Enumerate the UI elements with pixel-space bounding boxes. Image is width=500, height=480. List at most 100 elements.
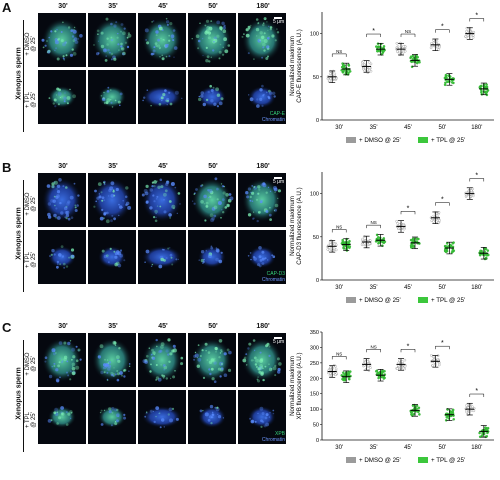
speckle <box>264 416 268 420</box>
significance-label: NS <box>370 344 376 349</box>
speckle <box>60 411 63 414</box>
speckle <box>75 345 78 348</box>
data-point <box>402 227 406 231</box>
speckle <box>261 35 265 39</box>
speckle <box>103 371 106 374</box>
legend-label-tpl: + TPL @ 25' <box>431 137 465 144</box>
speckle <box>205 98 209 102</box>
data-point <box>432 355 436 359</box>
speckle <box>103 181 105 184</box>
speckle <box>113 189 115 191</box>
speckle <box>70 216 74 219</box>
speckle <box>73 37 78 41</box>
significance-bracket <box>400 211 416 215</box>
speckle <box>195 34 200 38</box>
speckle <box>76 204 79 207</box>
significance-label: NS <box>336 49 342 54</box>
data-point <box>368 61 371 64</box>
speckle <box>71 362 76 367</box>
speckle <box>123 413 126 416</box>
speckle <box>74 40 79 44</box>
micrograph-tile <box>88 70 136 124</box>
speckle <box>199 22 201 24</box>
speckle <box>100 370 104 375</box>
speckle <box>153 216 156 219</box>
speckle <box>158 412 161 415</box>
speckle <box>173 46 178 50</box>
data-point <box>401 366 405 370</box>
timepoint-label: 30' <box>58 323 68 330</box>
speckle <box>265 57 269 60</box>
micrograph-image <box>198 84 226 108</box>
sample-bracket <box>23 340 24 452</box>
data-point <box>382 377 386 380</box>
speckle <box>213 214 217 218</box>
speckle <box>154 42 158 45</box>
micrograph-image <box>92 338 132 382</box>
speckle <box>245 28 249 32</box>
speckle <box>109 247 112 250</box>
speckle <box>267 259 269 261</box>
speckle <box>207 418 211 422</box>
panel-letter: B <box>2 160 12 175</box>
speckle <box>208 60 211 63</box>
speckle <box>151 356 156 360</box>
speckle <box>210 20 213 22</box>
micrograph-image <box>241 17 282 62</box>
significance-bracket <box>435 202 450 206</box>
speckle <box>159 47 161 50</box>
speckle <box>71 366 76 371</box>
speckle <box>156 195 159 198</box>
speckle <box>145 184 149 188</box>
speckle <box>65 42 68 44</box>
significance-bracket <box>435 29 450 33</box>
speckle <box>220 367 224 371</box>
speckle <box>152 194 155 197</box>
speckle <box>148 347 150 349</box>
speckle <box>142 99 144 102</box>
data-point <box>347 71 350 74</box>
speckle <box>205 201 209 205</box>
chromatin-mass <box>98 406 126 428</box>
speckle <box>162 374 166 378</box>
figure-panel-a: A 30' 35' 45' 50' 180' Xenopus sperm + DMSO @ 2… <box>0 0 500 160</box>
speckle <box>256 378 259 381</box>
speckle <box>265 422 269 427</box>
speckle <box>107 86 110 89</box>
data-point <box>328 79 331 83</box>
speckle <box>77 349 80 352</box>
speckle <box>177 258 179 260</box>
condition-label-tpl: + TPL @ 25' <box>24 74 38 124</box>
data-point <box>329 366 333 370</box>
speckle <box>266 342 270 346</box>
micrograph-image <box>92 17 132 62</box>
speckle <box>169 253 173 257</box>
data-point <box>438 363 441 367</box>
data-point <box>347 64 351 67</box>
data-point <box>478 435 482 439</box>
data-point <box>486 427 489 431</box>
speckle <box>258 255 262 259</box>
speckle <box>180 356 184 360</box>
data-point <box>340 69 343 72</box>
x-tick-label: 45' <box>404 445 412 451</box>
speckle <box>49 255 51 257</box>
speckle <box>53 362 56 365</box>
data-point <box>328 240 332 244</box>
speckle <box>202 376 206 379</box>
significance-bracket <box>366 224 381 229</box>
data-point <box>418 413 421 416</box>
speckle <box>261 104 264 107</box>
speckle <box>58 178 62 182</box>
speckle <box>118 347 121 350</box>
significance-label: * <box>407 343 410 350</box>
speckle <box>155 30 159 34</box>
condition-text: + TPL @ 25' <box>25 411 37 429</box>
micrograph-image <box>191 18 232 63</box>
speckle <box>67 374 70 377</box>
speckle <box>155 376 160 380</box>
y-axis-label: CAP-E fluorescence (A.U.) <box>296 29 303 103</box>
speckle <box>119 92 123 96</box>
channel-protein-label: CAP-D3 <box>266 271 285 277</box>
speckle <box>65 186 68 189</box>
